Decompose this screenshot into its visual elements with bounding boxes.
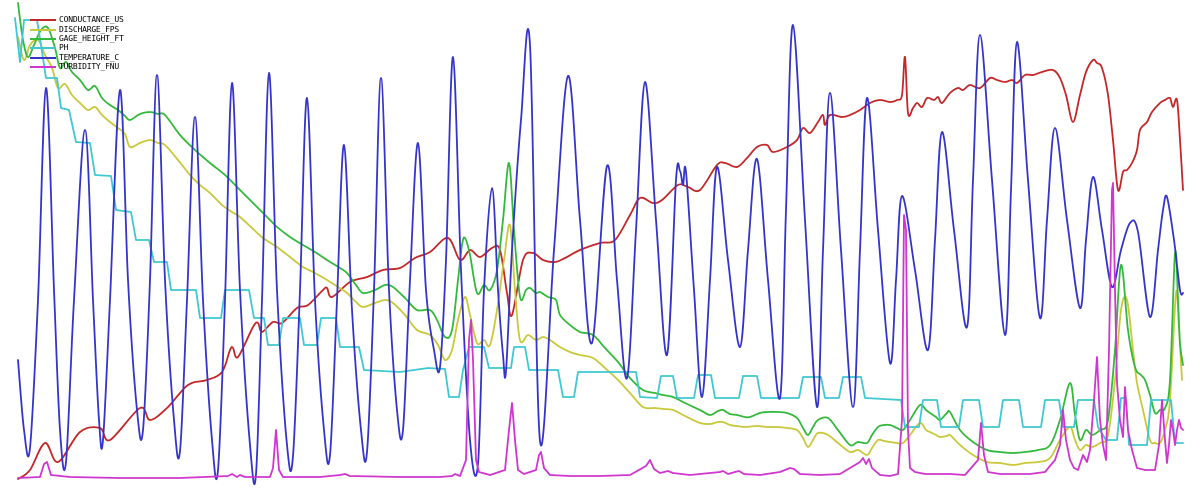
series-line-ph — [14, 17, 1184, 446]
legend-item-turbidity_fnu: TURBIDITY_FNU — [30, 63, 124, 71]
series-line-gage_height_ft — [17, 2, 1184, 454]
legend-label: TEMPERATURE_C — [59, 52, 120, 62]
legend-swatch-discharge_fps — [30, 28, 56, 31]
legend-item-conductance_us: CONDUCTANCE_US — [30, 16, 124, 24]
legend: CONDUCTANCE_US DISCHARGE_FPS GAGE_HEIGHT_F… — [30, 16, 124, 71]
legend-swatch-gage_height_ft — [30, 37, 56, 40]
legend-swatch-turbidity_fnu — [30, 66, 56, 69]
legend-item-discharge_fps: DISCHARGE_FPS — [30, 25, 124, 33]
series-line-turbidity_fnu — [17, 182, 1184, 479]
legend-label: TURBIDITY_FNU — [59, 62, 120, 72]
legend-swatch-ph — [30, 47, 56, 50]
legend-item-ph: PH — [30, 44, 124, 52]
legend-label: GAGE_HEIGHT_FT — [59, 33, 124, 43]
legend-swatch-conductance_us — [30, 19, 56, 22]
series-line-discharge_fps — [17, 36, 1183, 466]
legend-item-gage_height_ft: GAGE_HEIGHT_FT — [30, 33, 124, 43]
legend-label: DISCHARGE_FPS — [59, 24, 120, 34]
series-line-conductance_us — [17, 56, 1184, 480]
legend-item-temperature_c: TEMPERATURE_C — [30, 52, 124, 62]
legend-label: CONDUCTANCE_US — [59, 15, 124, 25]
series-line-temperature_c — [17, 24, 1184, 485]
legend-label: PH — [59, 43, 69, 53]
legend-swatch-temperature_c — [30, 56, 56, 59]
